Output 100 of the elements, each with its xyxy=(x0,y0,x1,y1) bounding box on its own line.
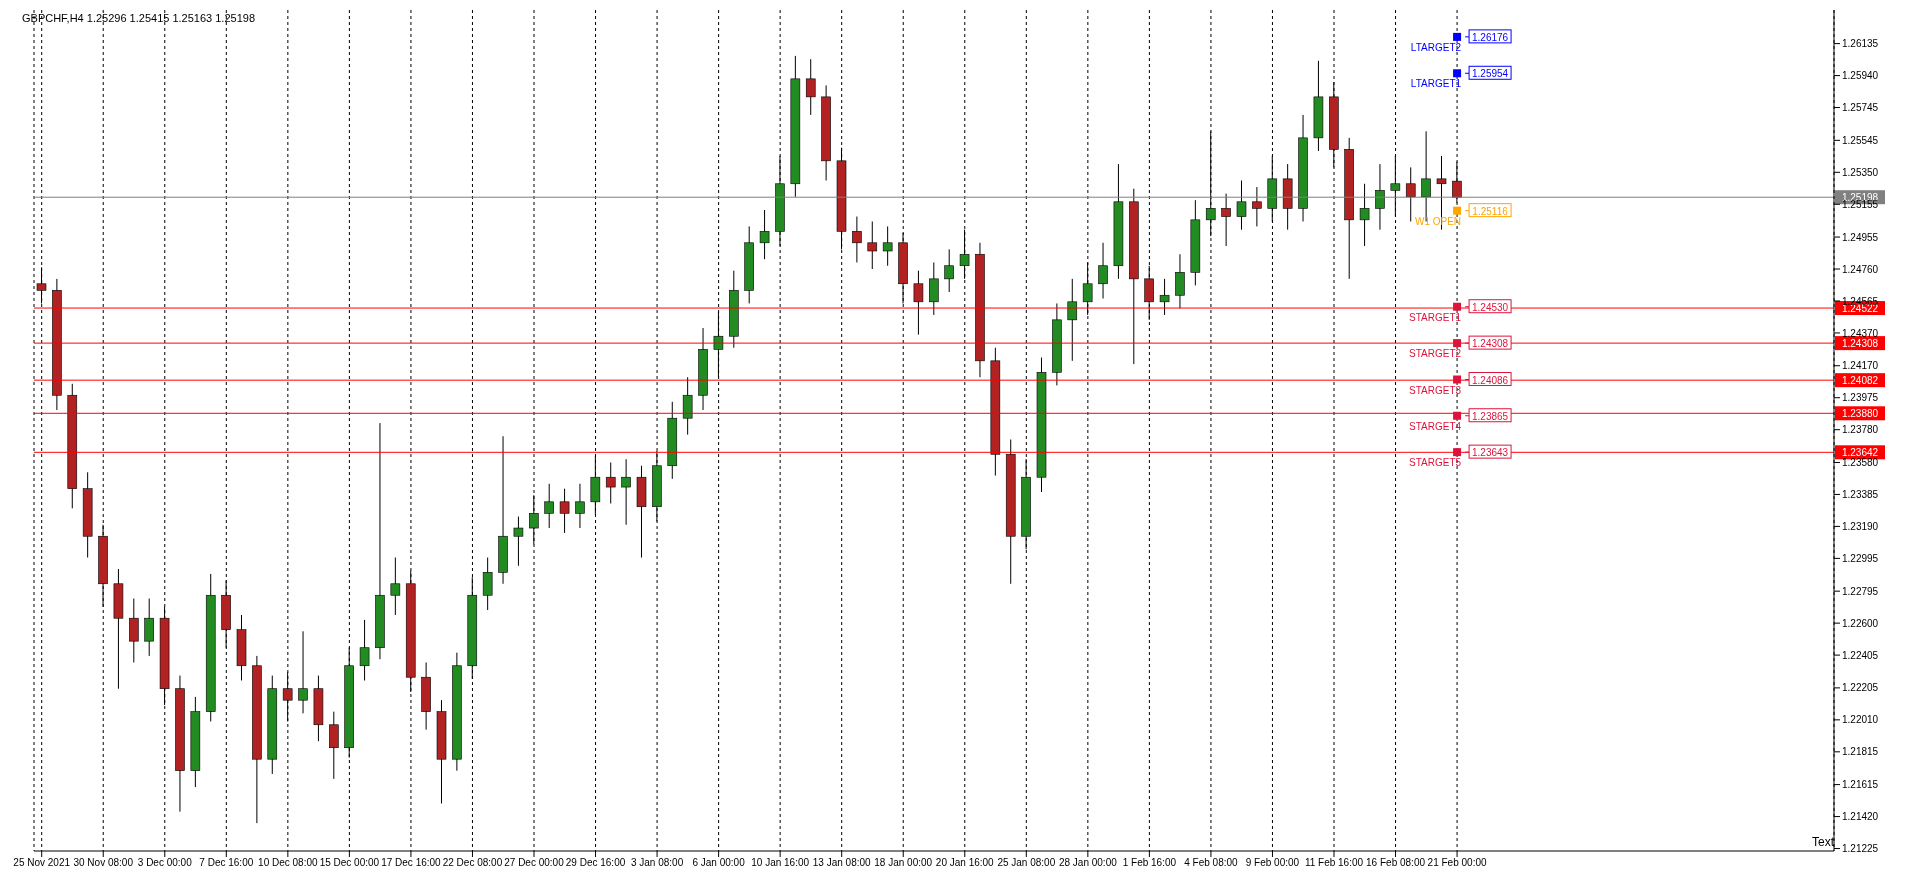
x-tick-label: 11 Feb 16:00 xyxy=(1304,857,1364,869)
data-label: 1.24308 xyxy=(1472,338,1509,350)
candlestick xyxy=(359,619,370,681)
y-tick-label: 1.22995 xyxy=(1842,552,1879,564)
x-tick-label: 27 Dec 00:00 xyxy=(504,857,565,869)
y-tick-label: 1.25545 xyxy=(1842,134,1879,146)
y-tick-label: 1.25350 xyxy=(1842,166,1879,178)
candlestick xyxy=(1236,180,1247,231)
y-tick-label: 1.22205 xyxy=(1842,682,1879,694)
x-tick-label: 9 Feb 00:00 xyxy=(1245,857,1300,869)
candlestick xyxy=(390,557,401,616)
x-tick-label: 15 Dec 00:00 xyxy=(319,857,380,869)
x-tick-label: 21 Feb 00:00 xyxy=(1427,857,1487,869)
candlestick xyxy=(882,225,893,267)
y-tick-label: 1.23385 xyxy=(1842,488,1879,500)
candlestick xyxy=(805,58,816,116)
y-tick-label: 1.24370 xyxy=(1842,327,1879,339)
x-tick-label: 28 Jan 00:00 xyxy=(1058,857,1118,869)
annotation: STARGET3 xyxy=(1409,384,1462,396)
y-tick-label: 1.23190 xyxy=(1842,520,1879,532)
ref-line-label: 1.24308 xyxy=(1841,338,1879,350)
candlestick xyxy=(867,220,878,270)
candlestick xyxy=(944,248,954,293)
y-tick-label: 1.21815 xyxy=(1842,746,1879,758)
y-tick-label: 1.24170 xyxy=(1842,360,1879,372)
x-tick-label: 7 Dec 16:00 xyxy=(199,857,254,869)
x-tick-label: 10 Dec 08:00 xyxy=(258,857,319,869)
chart-title: GBPCHF,H4 1.25296 1.25415 1.25163 1.25198 xyxy=(22,12,256,24)
candlestick xyxy=(575,483,585,529)
y-tick-label: 1.23580 xyxy=(1842,457,1879,469)
data-label: 1.26176 xyxy=(1472,31,1509,43)
candlestick xyxy=(544,483,554,529)
candlestick xyxy=(298,630,308,714)
y-tick-label: 1.24955 xyxy=(1842,231,1879,243)
data-label: 1.25116 xyxy=(1472,205,1509,217)
annotation: LTARGET2 xyxy=(1410,41,1462,53)
data-label: 1.23865 xyxy=(1472,410,1509,422)
annotation: STARGET1 xyxy=(1409,311,1462,323)
y-tick-label: 1.22010 xyxy=(1842,714,1879,726)
candlestick xyxy=(929,261,939,316)
candlestick xyxy=(129,598,139,663)
y-tick-label: 1.23780 xyxy=(1842,424,1879,436)
candlestick xyxy=(1098,242,1108,300)
x-tick-label: 1 Feb 16:00 xyxy=(1122,857,1177,869)
data-label: 1.24530 xyxy=(1472,301,1509,313)
y-tick-label: 1.21615 xyxy=(1842,779,1879,791)
x-tick-label: 20 Jan 16:00 xyxy=(935,857,995,869)
y-tick-label: 1.21225 xyxy=(1842,843,1879,855)
candlestick xyxy=(1252,186,1262,227)
candlestick xyxy=(1359,183,1370,247)
x-tick-label: 30 Nov 08:00 xyxy=(73,857,134,869)
y-tick-label: 1.21420 xyxy=(1842,811,1879,823)
candlestick xyxy=(559,488,570,534)
x-tick-label: 3 Dec 00:00 xyxy=(137,857,193,869)
y-tick-label: 1.23975 xyxy=(1842,392,1879,404)
ref-line-label: 1.23880 xyxy=(1841,408,1879,420)
y-tick-label: 1.22405 xyxy=(1842,649,1879,661)
y-tick-label: 1.22600 xyxy=(1842,617,1879,629)
candlestick xyxy=(144,598,154,657)
candlestick xyxy=(682,376,693,436)
x-tick-label: 10 Jan 16:00 xyxy=(751,857,810,869)
candlestick xyxy=(1405,166,1416,222)
candlestick xyxy=(329,711,339,780)
annotation: LTARGET1 xyxy=(1410,78,1462,90)
candlestick xyxy=(1375,163,1385,231)
ref-line-label: 1.23642 xyxy=(1841,447,1879,459)
y-tick-label: 1.25745 xyxy=(1842,102,1879,114)
candlestick xyxy=(759,209,770,260)
x-tick-label: 16 Feb 08:00 xyxy=(1366,857,1426,869)
annotation: STARGET5 xyxy=(1409,457,1462,469)
candlestick xyxy=(1175,253,1185,309)
y-tick-label: 1.26135 xyxy=(1842,38,1879,50)
x-tick-label: 13 Jan 08:00 xyxy=(812,857,872,869)
x-tick-label: 29 Dec 16:00 xyxy=(565,857,626,869)
candlestick xyxy=(621,458,631,526)
x-tick-label: 18 Jan 00:00 xyxy=(874,857,933,869)
x-tick-label: 4 Feb 08:00 xyxy=(1184,857,1239,869)
x-tick-label: 3 Jan 08:00 xyxy=(630,857,684,869)
candlestick xyxy=(1159,278,1170,316)
x-tick-label: 22 Dec 08:00 xyxy=(442,857,503,869)
candlestick xyxy=(1221,193,1231,247)
annotation: STARGET4 xyxy=(1409,420,1462,432)
x-tick-label: 25 Nov 2021 xyxy=(13,857,71,869)
x-tick-label: 6 Jan 00:00 xyxy=(692,857,746,869)
data-label: 1.24086 xyxy=(1472,374,1509,386)
candlestick xyxy=(913,270,924,336)
annotation: STARGET2 xyxy=(1409,348,1462,360)
y-tick-label: 1.22795 xyxy=(1842,585,1879,597)
x-tick-label: 25 Jan 08:00 xyxy=(997,857,1056,869)
candlestick xyxy=(482,557,493,611)
ref-line-label: 1.24082 xyxy=(1841,375,1879,387)
annotation: Text xyxy=(1811,835,1834,849)
candlestick xyxy=(513,516,524,567)
data-label: 1.23643 xyxy=(1472,447,1509,459)
y-tick-label: 1.25940 xyxy=(1842,70,1879,82)
y-tick-label: 1.24760 xyxy=(1842,263,1879,275)
data-label: 1.25954 xyxy=(1472,68,1509,80)
candlestick xyxy=(852,216,862,263)
x-tick-label: 17 Dec 16:00 xyxy=(381,857,442,869)
candlestick xyxy=(605,461,616,504)
